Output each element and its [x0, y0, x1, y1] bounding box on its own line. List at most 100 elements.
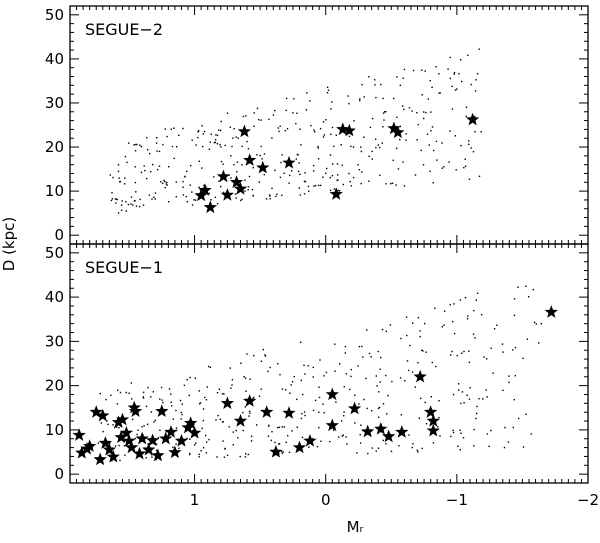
- field-point: [318, 411, 320, 413]
- field-point: [308, 190, 310, 192]
- field-point: [244, 377, 247, 379]
- field-point: [459, 429, 461, 431]
- field-point: [417, 316, 420, 319]
- y-tick-label: 20: [45, 138, 64, 156]
- field-point: [330, 108, 332, 110]
- field-point: [458, 389, 460, 391]
- field-point: [375, 138, 377, 140]
- field-point: [220, 146, 222, 148]
- field-point: [250, 435, 253, 438]
- field-point: [216, 134, 219, 137]
- field-point: [434, 307, 436, 309]
- field-point: [381, 142, 383, 144]
- member-star: [243, 153, 257, 166]
- member-star: [282, 406, 296, 419]
- field-point: [274, 109, 276, 112]
- field-point: [309, 100, 311, 102]
- field-point: [248, 175, 251, 178]
- field-point: [375, 450, 377, 452]
- field-point: [504, 426, 506, 429]
- field-point: [370, 356, 372, 358]
- member-star: [260, 405, 274, 418]
- field-point: [453, 303, 455, 305]
- field-point: [171, 145, 174, 148]
- member-star: [325, 387, 339, 401]
- field-point: [239, 455, 241, 458]
- field-point: [538, 342, 540, 344]
- field-point: [260, 388, 262, 390]
- field-point: [145, 405, 148, 408]
- member-star: [93, 452, 107, 466]
- field-point: [304, 414, 306, 417]
- field-point: [117, 164, 120, 166]
- field-point: [456, 354, 458, 357]
- field-point: [159, 429, 161, 431]
- field-point: [322, 176, 324, 178]
- field-point: [267, 370, 269, 373]
- field-point: [221, 421, 224, 423]
- field-point: [522, 357, 524, 359]
- field-point: [249, 412, 251, 414]
- field-point: [423, 117, 425, 120]
- field-point: [139, 198, 141, 201]
- field-point: [424, 322, 426, 325]
- field-point: [241, 145, 243, 148]
- field-point: [281, 452, 283, 454]
- field-point: [490, 429, 492, 432]
- field-point: [248, 415, 250, 417]
- field-point: [430, 396, 432, 398]
- field-point: [198, 403, 201, 405]
- field-point: [383, 119, 385, 121]
- field-point: [168, 201, 170, 203]
- field-point: [427, 98, 429, 100]
- field-point: [314, 399, 317, 402]
- panel-label: SEGUE−1: [85, 258, 163, 277]
- field-point: [298, 162, 300, 164]
- field-point: [357, 164, 359, 166]
- field-point: [395, 147, 398, 150]
- field-point: [118, 177, 120, 179]
- field-point: [206, 441, 208, 443]
- field-point: [430, 130, 432, 132]
- field-point: [342, 183, 344, 186]
- field-point: [147, 386, 149, 389]
- field-point: [175, 409, 177, 412]
- field-point: [403, 185, 406, 187]
- field-point: [150, 171, 152, 173]
- field-point: [451, 108, 454, 110]
- field-point: [441, 142, 443, 144]
- field-point: [338, 190, 341, 192]
- field-point: [195, 442, 197, 444]
- field-point: [249, 378, 251, 380]
- field-point: [128, 142, 130, 144]
- field-point: [190, 164, 192, 167]
- member-star: [135, 431, 149, 445]
- field-point: [199, 402, 202, 404]
- field-point: [532, 288, 535, 291]
- field-point: [363, 136, 365, 138]
- field-point: [438, 416, 440, 419]
- field-point: [412, 443, 414, 445]
- field-point: [435, 66, 437, 68]
- field-point: [317, 147, 319, 149]
- field-point: [197, 136, 199, 139]
- field-point: [189, 376, 191, 379]
- field-point: [378, 406, 381, 409]
- field-point: [467, 54, 469, 57]
- field-point: [242, 411, 244, 414]
- field-point: [432, 442, 435, 444]
- field-point: [200, 450, 202, 452]
- field-point: [300, 144, 302, 146]
- field-point: [137, 429, 139, 431]
- field-point: [277, 363, 279, 365]
- field-point: [247, 186, 250, 188]
- field-point: [350, 185, 353, 187]
- field-point: [438, 73, 440, 75]
- y-tick-label: 0: [54, 465, 64, 483]
- member-star: [233, 414, 248, 427]
- y-tick-label: 10: [45, 421, 64, 439]
- field-point: [293, 98, 295, 100]
- field-point: [341, 164, 343, 166]
- field-point: [425, 423, 428, 425]
